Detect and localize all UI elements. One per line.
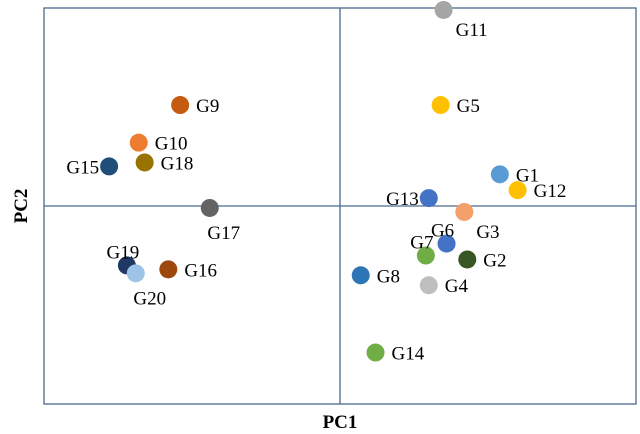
point-g13 <box>419 189 438 208</box>
point-g15 <box>100 157 119 176</box>
point-label-g6: G6 <box>431 221 454 242</box>
point-g4 <box>419 276 438 295</box>
point-g7 <box>416 246 435 265</box>
x-axis-title: PC1 <box>323 412 358 433</box>
point-g17 <box>200 198 219 217</box>
point-label-g8: G8 <box>377 266 400 287</box>
point-label-g12: G12 <box>534 181 567 202</box>
y-axis-title: PC2 <box>11 189 32 224</box>
point-g5 <box>431 96 450 115</box>
point-g12 <box>508 181 527 200</box>
point-g14 <box>366 343 385 362</box>
point-label-g20: G20 <box>133 288 166 309</box>
point-label-g19: G19 <box>107 242 140 263</box>
point-g9 <box>171 96 190 115</box>
point-g20 <box>126 264 145 283</box>
point-label-g10: G10 <box>155 134 188 155</box>
point-g11 <box>434 0 453 19</box>
point-label-g16: G16 <box>184 260 217 281</box>
point-label-g5: G5 <box>457 96 480 117</box>
point-label-g2: G2 <box>483 250 506 271</box>
point-label-g1: G1 <box>516 165 539 186</box>
point-label-g13: G13 <box>386 189 419 210</box>
point-g6 <box>437 234 456 253</box>
point-g16 <box>159 260 178 279</box>
point-label-g4: G4 <box>445 276 469 297</box>
point-label-g18: G18 <box>161 153 194 174</box>
point-label-g11: G11 <box>456 20 488 41</box>
point-label-g15: G15 <box>66 157 99 178</box>
point-g1 <box>490 165 509 184</box>
point-label-g9: G9 <box>196 96 219 117</box>
point-label-g17: G17 <box>207 223 240 244</box>
point-g3 <box>455 202 474 221</box>
point-label-g7: G7 <box>410 233 433 254</box>
point-g2 <box>458 250 477 269</box>
point-label-g14: G14 <box>392 344 425 365</box>
point-g18 <box>135 153 154 172</box>
point-g8 <box>351 266 370 285</box>
point-label-g3: G3 <box>476 222 499 243</box>
point-g10 <box>129 133 148 152</box>
